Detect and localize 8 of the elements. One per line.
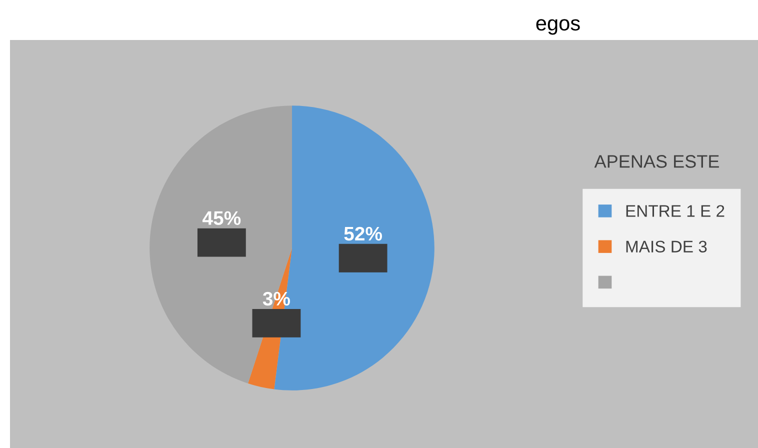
legend-label: MAIS DE 3 — [626, 240, 707, 253]
legend-label: ENTRE 1 E 2 — [626, 205, 724, 217]
pie-slice — [150, 106, 292, 384]
data-label: 45% — [202, 211, 241, 225]
legend-title: APENAS ESTE — [594, 155, 719, 168]
data-label: 3% — [262, 292, 290, 306]
chart-title: egos — [536, 19, 580, 35]
data-label: 52% — [344, 226, 382, 241]
